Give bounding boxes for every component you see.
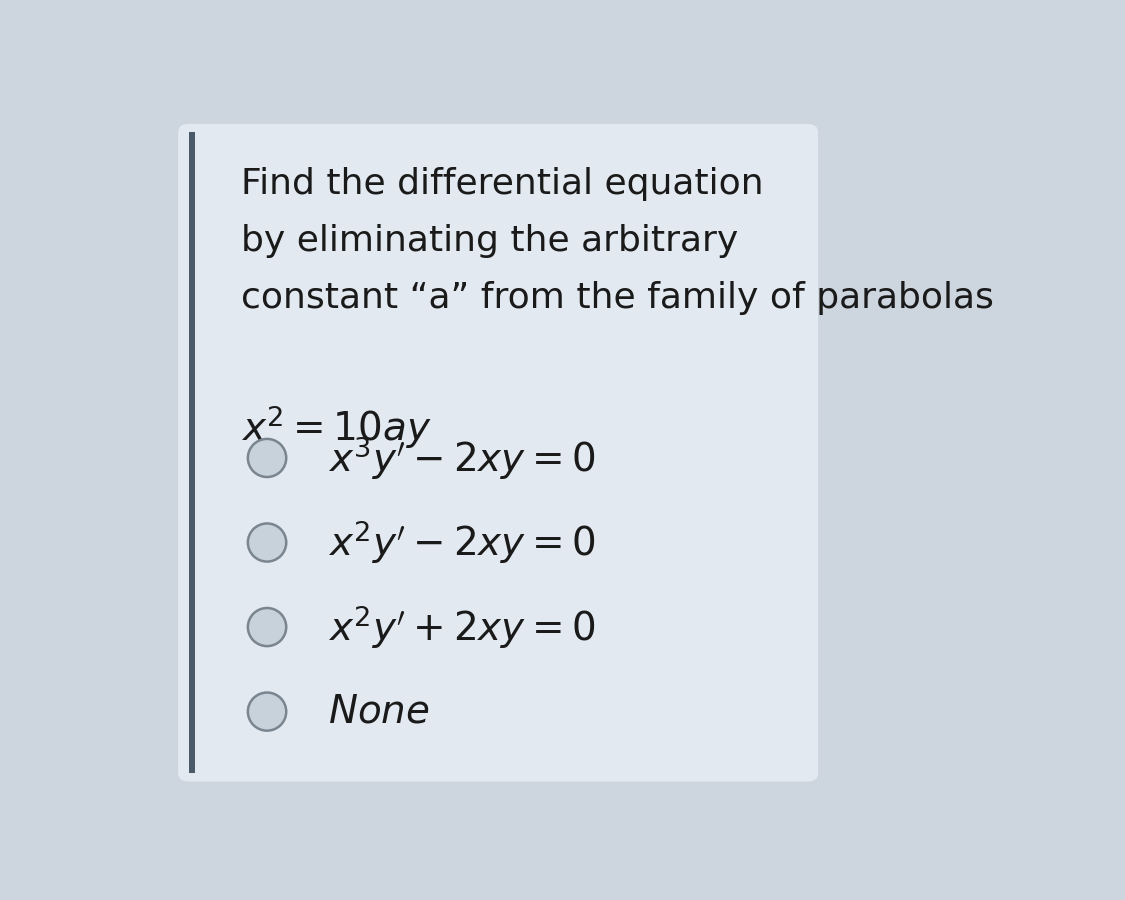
Ellipse shape xyxy=(248,692,286,731)
Ellipse shape xyxy=(248,608,286,646)
Ellipse shape xyxy=(248,439,286,477)
Text: $x^2y' - 2xy = 0$: $x^2y' - 2xy = 0$ xyxy=(328,518,596,566)
Text: $x^2y' + 2xy = 0$: $x^2y' + 2xy = 0$ xyxy=(328,603,596,651)
Text: Find the differential equation: Find the differential equation xyxy=(241,166,764,201)
FancyBboxPatch shape xyxy=(178,124,818,781)
FancyBboxPatch shape xyxy=(189,132,195,773)
Text: constant “a” from the family of parabolas: constant “a” from the family of parabola… xyxy=(241,281,993,315)
Text: $x^3y' - 2xy = 0$: $x^3y' - 2xy = 0$ xyxy=(328,434,596,482)
Text: by eliminating the arbitrary: by eliminating the arbitrary xyxy=(241,224,738,257)
Text: $x^2 = 10ay$: $x^2 = 10ay$ xyxy=(241,403,431,451)
Text: $\mathit{None}$: $\mathit{None}$ xyxy=(328,693,430,731)
Ellipse shape xyxy=(248,524,286,562)
